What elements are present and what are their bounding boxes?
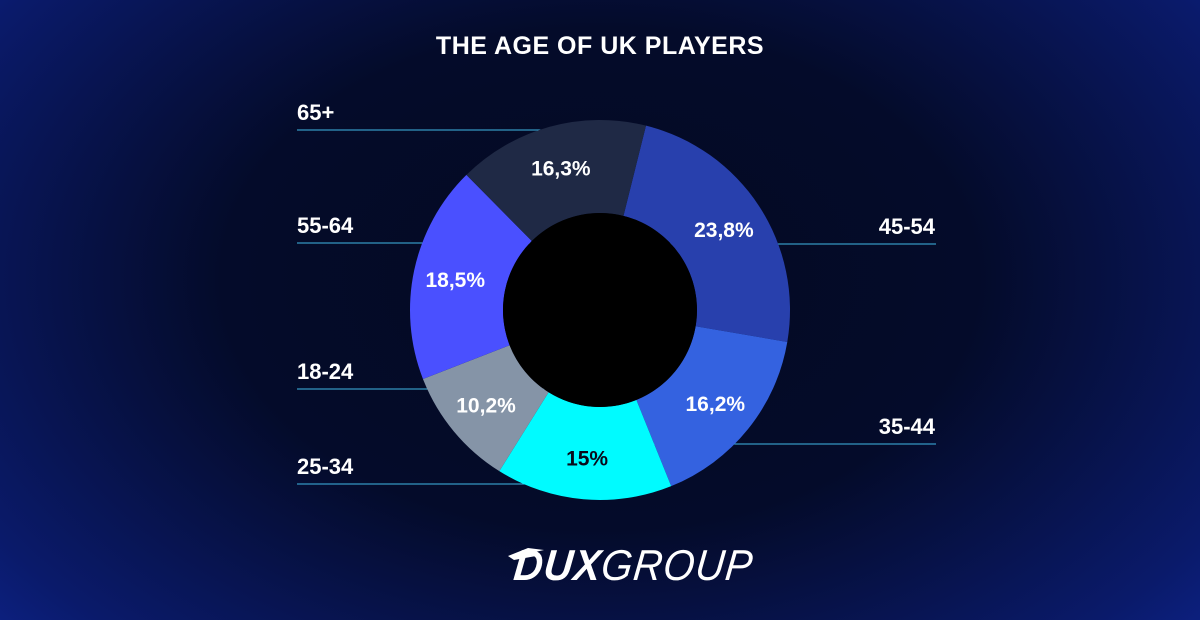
logo-wordmark-bold: DUX xyxy=(511,542,605,590)
value-label-65plus: 16,3% xyxy=(531,157,591,180)
slice-35-44 xyxy=(636,326,788,487)
logo-wordmark-light: GROUP xyxy=(599,542,756,590)
value-label-25-34: 15% xyxy=(566,447,608,470)
slice-category-labels: 45-54 35-44 25-34 18-24 55-64 65+ xyxy=(297,100,936,479)
category-label-25-34: 25-34 xyxy=(297,454,354,479)
slice-65plus xyxy=(466,120,646,242)
donut-slices xyxy=(410,120,790,501)
category-label-55-64: 55-64 xyxy=(297,213,354,238)
category-label-18-24: 18-24 xyxy=(297,359,354,384)
value-label-18-24: 10,2% xyxy=(456,394,516,417)
donut-hole xyxy=(503,213,697,407)
duxgroup-logo: DUXGROUP xyxy=(500,540,756,592)
category-label-45-54: 45-54 xyxy=(879,214,936,239)
value-label-45-54: 23,8% xyxy=(694,219,754,242)
slice-25-34 xyxy=(499,392,672,501)
value-label-55-64: 18,5% xyxy=(425,269,485,292)
category-label-35-44: 35-44 xyxy=(879,414,936,439)
category-label-65plus: 65+ xyxy=(297,100,334,125)
slice-55-64 xyxy=(410,174,532,379)
logo-wing-icon xyxy=(508,548,544,560)
chart-title: THE AGE OF UK PLAYERS xyxy=(435,32,765,60)
slice-18-24 xyxy=(422,345,549,472)
logo-wordmark: DUXGROUP xyxy=(511,542,756,591)
value-label-35-44: 16,2% xyxy=(686,393,746,416)
slice-value-labels: 23,8% 16,2% 15% 10,2% 18,5% 16,3% xyxy=(425,157,754,470)
slice-45-54 xyxy=(623,125,790,342)
